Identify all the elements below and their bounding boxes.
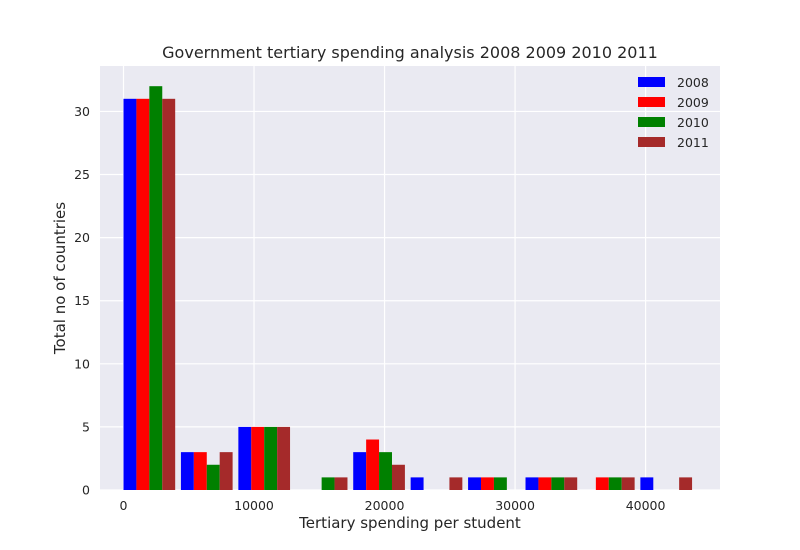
bar-2009-bin-2 bbox=[251, 426, 265, 490]
bar-2011-bin-3 bbox=[334, 477, 348, 490]
legend: 2008 2009 2010 2011 bbox=[638, 75, 709, 150]
plot-background bbox=[100, 66, 720, 490]
x-axis-label: Tertiary spending per student bbox=[298, 514, 521, 532]
y-tick-label: 5 bbox=[82, 419, 90, 434]
bar-2008-bin-4 bbox=[353, 452, 367, 490]
bar-2008-bin-6 bbox=[468, 477, 482, 490]
y-tick-label: 15 bbox=[74, 293, 90, 308]
bar-2010-bin-2 bbox=[264, 426, 278, 490]
bar-2008-bin-1 bbox=[180, 452, 194, 490]
bar-2009-bin-8 bbox=[595, 477, 609, 490]
bar-2011-bin-7 bbox=[564, 477, 578, 490]
bar-2009-bin-1 bbox=[193, 452, 207, 490]
bar-2010-bin-4 bbox=[379, 452, 392, 490]
bar-2009-bin-7 bbox=[538, 477, 552, 490]
x-tick-label: 30000 bbox=[495, 498, 535, 513]
grid-lines bbox=[100, 66, 720, 491]
legend-label: 2010 bbox=[677, 115, 709, 130]
bar-2011-bin-0 bbox=[162, 98, 176, 491]
bar-2011-bin-2 bbox=[277, 426, 291, 490]
bar-2009-bin-6 bbox=[481, 477, 494, 490]
bar-2010-bin-1 bbox=[206, 464, 220, 490]
legend-label: 2008 bbox=[677, 75, 709, 90]
bar-2011-bin-4 bbox=[391, 464, 405, 490]
bar-2009-bin-0 bbox=[136, 98, 150, 491]
bar-2010-bin-8 bbox=[608, 477, 622, 490]
x-tick-label: 0 bbox=[120, 498, 128, 513]
y-tick-label: 30 bbox=[74, 104, 90, 119]
bar-2011-bin-1 bbox=[219, 452, 233, 490]
bar-2008-bin-2 bbox=[238, 426, 252, 490]
bar-2008-bin-9 bbox=[640, 477, 654, 490]
chart-title: Government tertiary spending analysis 20… bbox=[162, 43, 658, 62]
bar-2008-bin-5 bbox=[410, 477, 424, 490]
legend-swatch-2010 bbox=[638, 117, 665, 127]
bar-2008-bin-7 bbox=[525, 477, 539, 490]
legend-swatch-2011 bbox=[638, 137, 665, 147]
y-tick-label: 20 bbox=[74, 230, 90, 245]
x-tick-label: 10000 bbox=[234, 498, 274, 513]
tick-labels: 0 10000 20000 30000 40000 0 5 10 15 20 25 30 bbox=[74, 104, 665, 513]
y-axis-label: Total no of countries bbox=[51, 202, 69, 355]
bar-2011-bin-8 bbox=[621, 477, 635, 490]
legend-swatch-2008 bbox=[638, 77, 665, 87]
legend-swatch-2009 bbox=[638, 97, 665, 107]
legend-label: 2011 bbox=[677, 135, 709, 150]
bar-2010-bin-3 bbox=[321, 477, 335, 490]
bar-2011-bin-5 bbox=[449, 477, 463, 490]
y-tick-label: 10 bbox=[74, 356, 90, 371]
bar-2009-bin-4 bbox=[366, 439, 380, 490]
bar-2010-bin-0 bbox=[149, 86, 163, 490]
x-tick-label: 20000 bbox=[365, 498, 405, 513]
bar-2011-bin-9 bbox=[679, 477, 693, 490]
bars bbox=[123, 86, 693, 491]
bar-2010-bin-7 bbox=[551, 477, 565, 490]
bar-2008-bin-0 bbox=[123, 98, 137, 491]
y-tick-label: 25 bbox=[74, 167, 90, 182]
legend-label: 2009 bbox=[677, 95, 709, 110]
y-tick-label: 0 bbox=[82, 483, 90, 498]
bar-2010-bin-6 bbox=[493, 477, 507, 490]
x-tick-label: 40000 bbox=[626, 498, 666, 513]
